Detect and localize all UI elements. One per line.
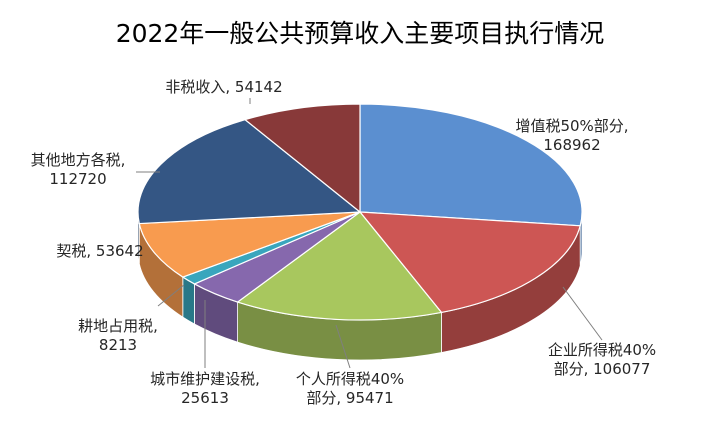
slice-label-line: 非税收入, 54142 xyxy=(165,78,282,96)
slice-label-7: 其他地方各税, 112720 xyxy=(31,151,126,188)
chart-title: 2022年一般公共预算收入主要项目执行情况 xyxy=(116,19,605,48)
slice-1 xyxy=(359,103,583,227)
leader-line-2 xyxy=(562,286,603,341)
slice-6 xyxy=(138,211,361,278)
slice-label-line: 168962 xyxy=(543,136,600,154)
slice-label-line: 契税, 53642 xyxy=(56,242,143,260)
slice-label-4: 城市维护建设税, 25613 xyxy=(150,370,260,407)
slice-label-line: 增值税50%部分, xyxy=(515,117,628,135)
slice-label-line: 个人所得税40% xyxy=(296,370,404,388)
leader-lines xyxy=(136,98,603,369)
slice-labels: 增值税50%部分, 168962 企业所得税40%部分, 106077 个人所得税40… xyxy=(31,78,657,407)
slice-3 xyxy=(236,211,443,321)
slice-label-3: 个人所得税40%部分, 95471 xyxy=(296,370,404,407)
slice-label-6: 契税, 53642 xyxy=(56,242,143,260)
slice-8 xyxy=(243,103,361,214)
slice-label-5: 耕地占用税, 8213 xyxy=(78,317,158,354)
slice-label-line: 112720 xyxy=(49,170,106,188)
slice-label-1: 增值税50%部分, 168962 xyxy=(515,117,628,154)
slice-label-line: 部分, 106077 xyxy=(554,360,651,378)
slice-label-line: 城市维护建设税, xyxy=(150,370,260,388)
slice-label-line: 8213 xyxy=(99,336,137,354)
slice-label-line: 部分, 95471 xyxy=(306,389,393,407)
slice-7 xyxy=(137,118,362,225)
slice-label-2: 企业所得税40%部分, 106077 xyxy=(548,341,656,378)
pie-slices xyxy=(137,103,583,321)
leader-line-3 xyxy=(335,324,351,369)
slice-label-line: 其他地方各税, xyxy=(31,151,126,169)
slice-label-line: 耕地占用税, xyxy=(78,317,158,335)
slice-2 xyxy=(358,211,581,314)
slice-label-line: 25613 xyxy=(181,389,229,407)
leader-line-5 xyxy=(157,284,185,307)
slice-side-5 xyxy=(182,276,195,325)
slice-label-line: 企业所得税40% xyxy=(548,341,656,359)
slice-label-8: 非税收入, 54142 xyxy=(165,78,282,96)
